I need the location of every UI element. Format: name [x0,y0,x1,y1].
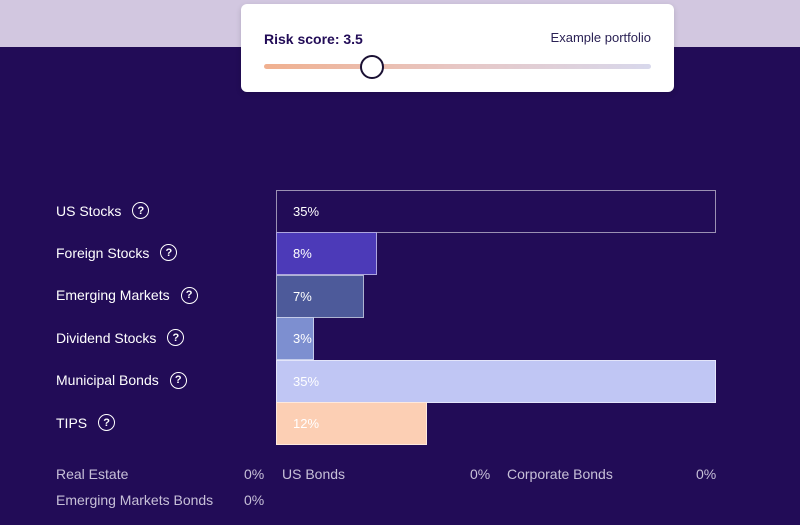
allocation-label: Dividend Stocks? [56,329,185,347]
allocation-label: Foreign Stocks? [56,244,178,262]
allocation-label-text: Dividend Stocks [56,329,157,346]
zero-allocation-label: US Bonds [282,466,346,482]
allocation-row: Foreign Stocks? 8% [0,232,800,276]
allocation-row: Dividend Stocks? 3% [0,317,800,361]
risk-score-title: Risk score: 3.5 [264,31,363,47]
risk-slider-track[interactable] [264,64,651,69]
allocation-label-text: TIPS [56,414,88,431]
allocation-label: Municipal Bonds? [56,371,187,389]
question-circle-icon[interactable]: ? [180,286,198,304]
allocation-bar: 12% [276,402,427,445]
risk-slider-thumb[interactable] [359,55,384,79]
zero-allocation-value: 0% [244,492,265,508]
zero-allocation-label: Corporate Bonds [507,466,613,482]
allocation-label-text: Foreign Stocks [56,244,150,261]
allocation-percent: 8% [293,246,312,262]
question-circle-icon[interactable]: ? [169,371,187,389]
allocation-label: Emerging Markets? [56,286,198,304]
allocation-row: US Stocks? 35% [0,190,800,233]
allocation-label-text: Municipal Bonds [56,372,159,389]
allocation-label: TIPS? [56,414,116,431]
allocation-percent: 7% [293,288,312,304]
allocation-row: TIPS? 12% [0,402,800,445]
example-portfolio-label: Example portfolio [550,30,651,45]
allocation-percent: 3% [293,331,312,347]
risk-score-card: Risk score: 3.5 Example portfolio [241,4,674,92]
allocation-label: US Stocks? [56,202,150,219]
zero-allocation-value: 0% [244,466,265,482]
allocation-bar: 7% [276,274,364,318]
allocation-bar: 35% [276,359,716,403]
zero-allocation-value: 0% [696,466,717,482]
question-circle-icon[interactable]: ? [98,414,116,431]
zero-allocation-label: Emerging Markets Bonds [56,492,214,508]
question-circle-icon[interactable]: ? [132,202,150,219]
allocation-label-text: Emerging Markets [56,287,170,304]
zero-allocation-value: 0% [470,466,491,482]
allocation-percent: 12% [293,416,320,431]
allocation-bar: 8% [276,232,377,276]
allocation-bar: 35% [276,190,716,233]
allocation-row: Municipal Bonds? 35% [0,359,800,403]
question-circle-icon[interactable]: ? [167,329,185,347]
allocation-percent: 35% [293,373,320,389]
zero-allocation-label: Real Estate [56,466,129,482]
allocation-bar: 3% [276,317,314,361]
question-circle-icon[interactable]: ? [160,244,178,262]
allocation-row: Emerging Markets? 7% [0,274,800,318]
allocation-percent: 35% [293,204,320,219]
allocation-label-text: US Stocks [56,202,122,219]
